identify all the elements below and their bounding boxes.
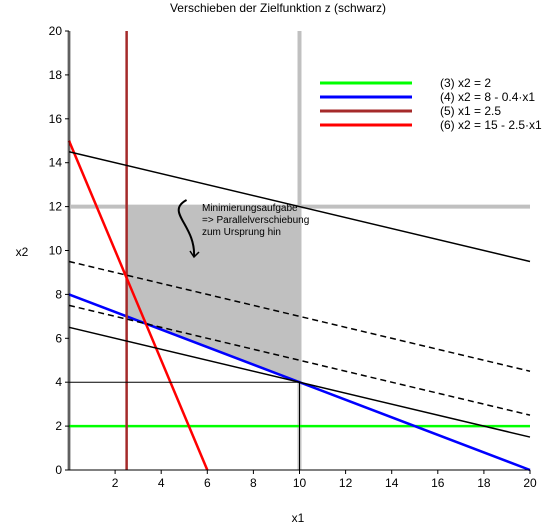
legend: (3) x2 = 2(4) x2 = 8 - 0.4·x1(5) x1 = 2.… [320,76,542,132]
y-tick-label-12: 12 [49,200,63,214]
annotation-arrowhead [189,250,200,259]
annotation-arrow [177,199,196,258]
y-tick-labels: 0 2 4 6 8 10 12 14 16 18 20 [49,24,63,477]
axes-layer [65,30,531,474]
annotation-layer: Minimierungsaufgabe => Parallelverschieb… [177,199,309,259]
chart-title: Verschieben der Zielfunktion z (schwarz) [170,1,386,15]
x-tick-label-4: 4 [158,476,165,490]
y-tick-label-8: 8 [55,287,62,301]
y-tick-label-10: 10 [49,244,63,258]
x-tick-label-8: 8 [250,476,257,490]
series-line-4 [67,140,209,471]
x-tick-labels: 2 4 6 8 10 12 14 16 18 20 [112,476,537,490]
y-tick-label-6: 6 [55,331,62,345]
y-tick-label-2: 2 [55,419,62,433]
objective-line-2 [68,260,531,372]
x-axis-label: x1 [292,511,305,525]
x-tick-label-18: 18 [477,476,491,490]
annotation-line-1: Minimierungsaufgabe [202,203,298,214]
y-tick-label-4: 4 [55,375,62,389]
objective-line-1 [68,150,531,263]
feasible-region [126,206,300,383]
y-tick-label-0: 0 [55,463,62,477]
x-tick-label-16: 16 [431,476,445,490]
y-tick-label-16: 16 [49,112,63,126]
x-tick-label-20: 20 [523,476,537,490]
legend-label-3: (5) x1 = 2.5 [440,104,501,118]
x-tick-label-10: 10 [293,476,307,490]
legend-label-2: (4) x2 = 8 - 0.4·x1 [440,90,535,104]
legend-label-1: (3) x2 = 2 [440,76,491,90]
x-tick-label-14: 14 [385,476,399,490]
objective-line-3 [68,304,531,416]
feasible-region-layer [126,206,300,383]
y-tick-label-20: 20 [49,24,63,38]
annotation-line-2: => Parallelverschiebung [202,215,309,226]
legend-label-4: (6) x2 = 15 - 2.5·x1 [440,118,542,132]
x-tick-label-2: 2 [112,476,119,490]
x-tick-label-6: 6 [204,476,211,490]
y-axis-label: x2 [16,245,29,259]
y-tick-label-14: 14 [49,156,63,170]
y-tick-label-18: 18 [49,68,63,82]
objective-lines-layer [68,150,531,470]
annotation-line-3: zum Ursprung hin [202,227,281,238]
x-tick-label-12: 12 [339,476,353,490]
